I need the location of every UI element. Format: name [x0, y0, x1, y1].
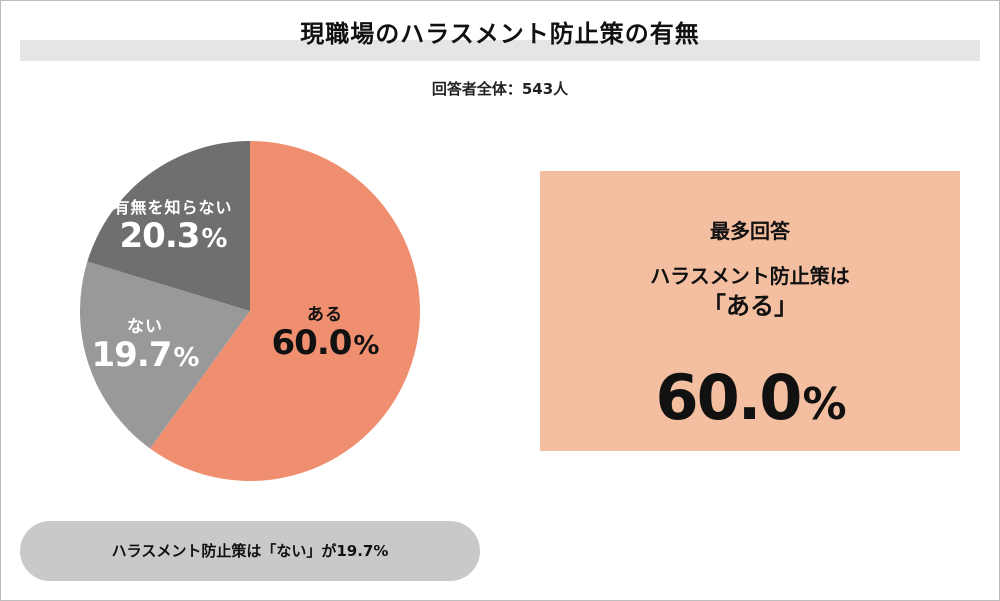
callout-line1: ハラスメント防止策は — [650, 264, 850, 288]
slice-value-dont-know: 20.3% — [119, 216, 228, 256]
callout-line2: 「ある」 — [702, 292, 798, 320]
pie-slice-dont-know — [87, 141, 250, 311]
slice-value-yes: 60.0% — [271, 323, 380, 363]
slice-name-dont-know: 有無を知らない — [113, 198, 233, 217]
chart-subtitle: 回答者全体：543人 — [431, 80, 569, 98]
summary-note: ハラスメント防止策は「ない」が19.7% — [20, 521, 480, 581]
title-bar — [20, 40, 980, 61]
callout-heading: 最多回答 — [710, 219, 790, 243]
slice-value-no: 19.7% — [91, 335, 200, 375]
slice-name-yes: ある — [307, 305, 343, 325]
top-answer-callout: 最多回答 ハラスメント防止策は 「ある」 60.0% — [540, 171, 960, 451]
pie-slice-yes — [150, 141, 420, 481]
callout-value: 60.0% — [655, 361, 846, 434]
chart-title: 現職場のハラスメント防止策の有無 — [300, 20, 700, 48]
pie-slice-no — [79, 261, 250, 449]
slice-label-no: ない 19.7% — [90, 312, 200, 376]
slice-label-dont-know: 有無を知らない 20.3% — [98, 194, 248, 257]
slice-label-yes: ある 60.0% — [270, 300, 380, 364]
slice-name-no: ない — [127, 317, 163, 337]
